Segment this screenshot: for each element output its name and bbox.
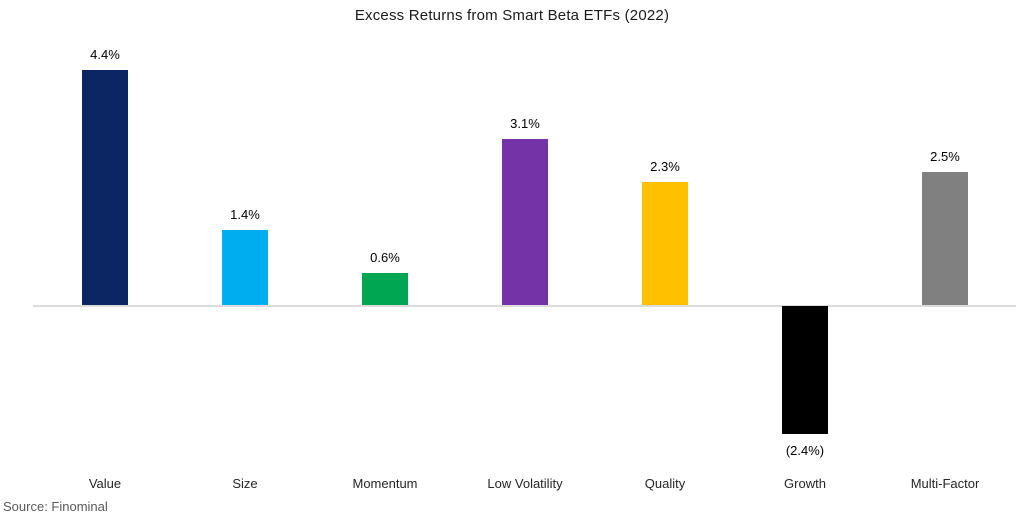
category-label: Size [232,476,258,491]
category-label: Quality [644,476,686,491]
bar [502,139,548,305]
category-label: Value [88,476,122,491]
bar [82,70,128,305]
bar [922,171,968,305]
chart-title: Excess Returns from Smart Beta ETFs (202… [354,7,670,24]
value-label: 4.4% [90,47,120,63]
x-axis-line [33,305,1016,307]
bar-group-growth: (2.4%) Growth [735,0,875,522]
category-label: Momentum [352,476,418,491]
bar [222,230,268,305]
value-label: 3.1% [510,116,540,132]
bar [362,272,408,305]
category-label: Growth [784,476,826,491]
bar-group-value: 4.4% Value [35,0,175,522]
value-label: 2.3% [650,159,680,175]
bar-group-quality: 2.3% Quality [595,0,735,522]
source-note: Source: Finominal [3,499,108,514]
bar-group-multi-factor: 2.5% Multi-Factor [875,0,1015,522]
category-label: Multi-Factor [910,476,980,491]
value-label: 2.5% [930,148,960,164]
bar-group-size: 1.4% Size [175,0,315,522]
value-label: 0.6% [370,249,400,265]
value-label: (2.4%) [785,443,825,459]
bar [782,306,828,435]
category-label: Low Volatility [487,476,563,491]
bar-group-momentum: 0.6% Momentum [315,0,455,522]
value-label: 1.4% [230,207,260,223]
bar [642,182,688,305]
bar-group-low-volatility: 3.1% Low Volatility [455,0,595,522]
